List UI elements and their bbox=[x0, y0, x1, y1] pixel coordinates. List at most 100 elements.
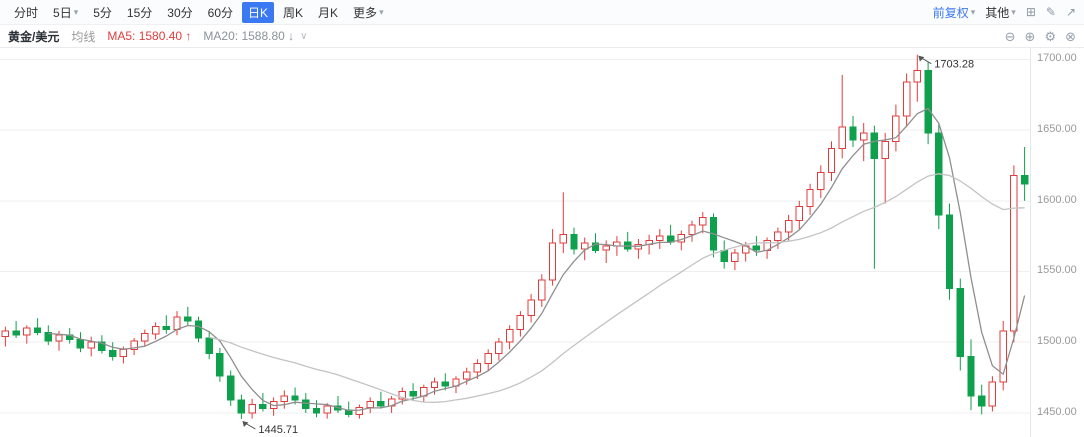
candle-body bbox=[774, 231, 782, 241]
candle-body bbox=[119, 348, 128, 357]
ma5-text: MA5: 1580.40 bbox=[107, 29, 183, 43]
period-more-menu[interactable]: 更多 ▾ bbox=[347, 2, 390, 23]
price-axis[interactable]: 1700.00 1650.00 1600.00 1550.00 1500.00 1450.… bbox=[1030, 48, 1084, 437]
candle-body bbox=[194, 320, 203, 339]
fullscreen-icon[interactable]: ↗ bbox=[1065, 5, 1076, 19]
candle-body bbox=[581, 242, 589, 250]
candle-body bbox=[913, 70, 921, 83]
candle-body bbox=[473, 362, 482, 373]
candle-body bbox=[227, 375, 235, 401]
candle-body bbox=[881, 140, 889, 159]
period-tab-label: 5分 bbox=[93, 5, 112, 20]
axis-tick-label: 1550.00 bbox=[1037, 264, 1077, 277]
period-tab-weekly-k[interactable]: 周K bbox=[277, 2, 309, 23]
zoom-in-button[interactable]: ⊕ bbox=[1024, 28, 1036, 44]
period-tab-5day[interactable]: 5日 ▾ bbox=[47, 2, 84, 23]
candle-body bbox=[752, 245, 761, 251]
candle-body bbox=[838, 126, 846, 149]
candle-body bbox=[666, 235, 675, 243]
candle-body bbox=[945, 214, 954, 289]
period-tab-daily-k[interactable]: 日K bbox=[242, 1, 275, 23]
candlestick-chart[interactable]: 1703.28 1445.71 1700.00 1650.00 1600.00 1550… bbox=[0, 48, 1084, 437]
high-annotation-label: 1703.28 bbox=[934, 59, 974, 71]
toolbar-right: 前复权 ▾ 其他 ▾ ⊞ ✎ ↗ bbox=[933, 4, 1076, 21]
period-tab-label: 15分 bbox=[126, 5, 153, 20]
candle-body bbox=[870, 132, 879, 159]
candle-body bbox=[591, 242, 600, 251]
close-chart-button[interactable]: ⊗ bbox=[1065, 28, 1076, 44]
ma20-line bbox=[209, 173, 1025, 403]
candle-body bbox=[505, 329, 514, 343]
candle-body bbox=[1, 330, 9, 338]
candle-body bbox=[860, 132, 868, 141]
candle-body bbox=[12, 330, 20, 336]
candle-body bbox=[956, 288, 964, 357]
adjust-mode-label: 前复权 bbox=[932, 5, 969, 20]
caret-down-icon: ▾ bbox=[970, 6, 976, 17]
kline-plot[interactable]: 1703.28 1445.71 bbox=[0, 48, 1030, 437]
candle-body bbox=[967, 355, 975, 397]
zoom-out-button[interactable]: ⊖ bbox=[1004, 28, 1016, 44]
axis-tick-label: 1700.00 bbox=[1037, 52, 1077, 65]
candle-body bbox=[366, 401, 374, 408]
chart-settings-button[interactable]: ⚙ bbox=[1044, 28, 1057, 44]
candle-body bbox=[151, 326, 160, 335]
period-tab-5min[interactable]: 5分 bbox=[87, 2, 118, 23]
candle-body bbox=[1020, 174, 1029, 185]
candle-body bbox=[656, 235, 664, 241]
candle-body bbox=[538, 279, 546, 301]
candle-body bbox=[784, 220, 793, 233]
axis-tick-label: 1450.00 bbox=[1037, 405, 1077, 418]
draw-tool-icon[interactable]: ✎ bbox=[1045, 5, 1056, 19]
low-annotation-label: 1445.71 bbox=[258, 424, 298, 436]
candle-body bbox=[602, 245, 610, 251]
candle-body bbox=[248, 404, 256, 414]
candle-body bbox=[98, 341, 106, 352]
candle-body bbox=[87, 341, 95, 349]
candle-body bbox=[237, 399, 246, 414]
candle-body bbox=[999, 330, 1007, 383]
candle-body bbox=[108, 350, 117, 357]
candle-body bbox=[355, 406, 364, 415]
ma5-value: MA5: 1580.40 ↑ bbox=[107, 29, 191, 43]
period-tab-30min[interactable]: 30分 bbox=[161, 2, 198, 23]
symbol-name: 黄金/美元 bbox=[8, 29, 60, 44]
candle-body bbox=[291, 395, 299, 401]
axis-tick-label: 1600.00 bbox=[1037, 193, 1077, 206]
candle-body bbox=[516, 314, 524, 330]
other-menu[interactable]: 其他 ▾ bbox=[985, 4, 1016, 21]
caret-down-icon: ▾ bbox=[379, 6, 384, 17]
candle-body bbox=[559, 234, 567, 244]
candle-body bbox=[924, 70, 932, 134]
candle-body bbox=[978, 395, 986, 407]
period-tab-monthly-k[interactable]: 月K bbox=[312, 2, 344, 23]
period-tab-label: 30分 bbox=[167, 5, 193, 20]
indicator-grid-icon[interactable]: ⊞ bbox=[1025, 5, 1036, 19]
candle-body bbox=[173, 316, 181, 330]
ma20-value: MA20: 1588.80 ↓ bbox=[203, 29, 294, 43]
candle-body bbox=[409, 391, 417, 397]
candle-body bbox=[988, 381, 997, 407]
period-tab-60min[interactable]: 60分 bbox=[202, 2, 239, 23]
candle-body bbox=[1010, 174, 1018, 332]
other-menu-label: 其他 bbox=[985, 5, 1010, 20]
adjust-mode-select[interactable]: 前复权 ▾ bbox=[933, 4, 976, 21]
legend-bar: 黄金/美元 均线 MA5: 1580.40 ↑ MA20: 1588.80 ↓ … bbox=[0, 25, 1084, 48]
candle-body bbox=[312, 408, 321, 414]
candle-body bbox=[699, 217, 707, 226]
candle-body bbox=[827, 147, 836, 173]
candle-body bbox=[463, 371, 471, 380]
candle-body bbox=[55, 334, 63, 342]
candle-body bbox=[323, 405, 331, 414]
period-tab-label: 更多 bbox=[353, 5, 378, 20]
period-tab-15min[interactable]: 15分 bbox=[121, 2, 158, 23]
candle-body bbox=[398, 391, 407, 400]
candle-body bbox=[849, 126, 857, 141]
candle-body bbox=[130, 340, 138, 350]
candle-body bbox=[548, 242, 557, 281]
chevron-down-icon[interactable]: ∨ bbox=[300, 30, 308, 42]
candle-body bbox=[76, 338, 85, 349]
period-tab-intraday[interactable]: 分时 bbox=[8, 2, 44, 23]
caret-down-icon: ▾ bbox=[1011, 6, 1016, 17]
